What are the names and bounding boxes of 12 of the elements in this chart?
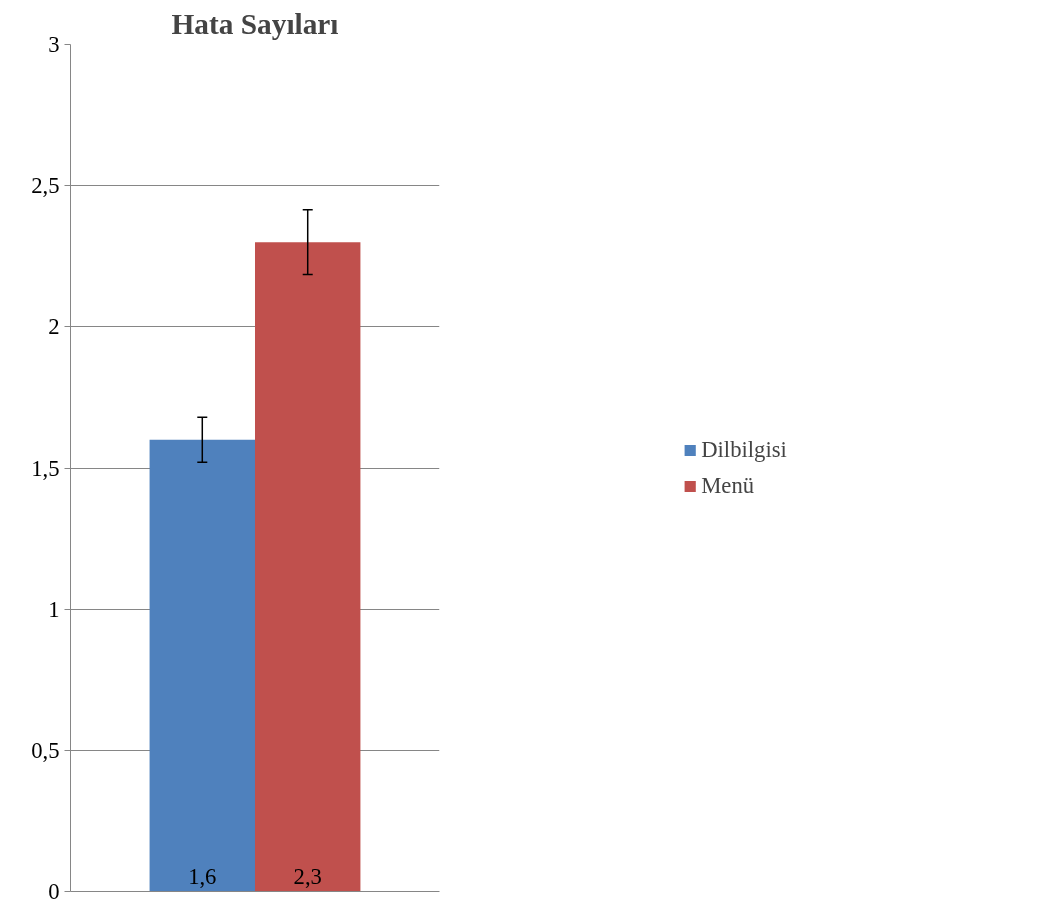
y-tick-label: 3 xyxy=(48,32,60,57)
y-tick-label: 2 xyxy=(48,314,60,340)
y-tick-label: 0 xyxy=(48,879,60,904)
y-tick-label: 1 xyxy=(48,596,60,622)
y-tick-label: 1,5 xyxy=(31,455,60,481)
y-tick-label: 2,5 xyxy=(31,173,60,199)
legend-label: Dilbilgisi xyxy=(701,436,787,463)
chart-title: Hata Sayıları xyxy=(171,7,339,40)
data-label: 2,3 xyxy=(293,863,322,889)
y-tick-label: 0,5 xyxy=(31,737,60,763)
data-label: 1,6 xyxy=(188,863,217,889)
legend-label: Menü xyxy=(701,472,755,499)
